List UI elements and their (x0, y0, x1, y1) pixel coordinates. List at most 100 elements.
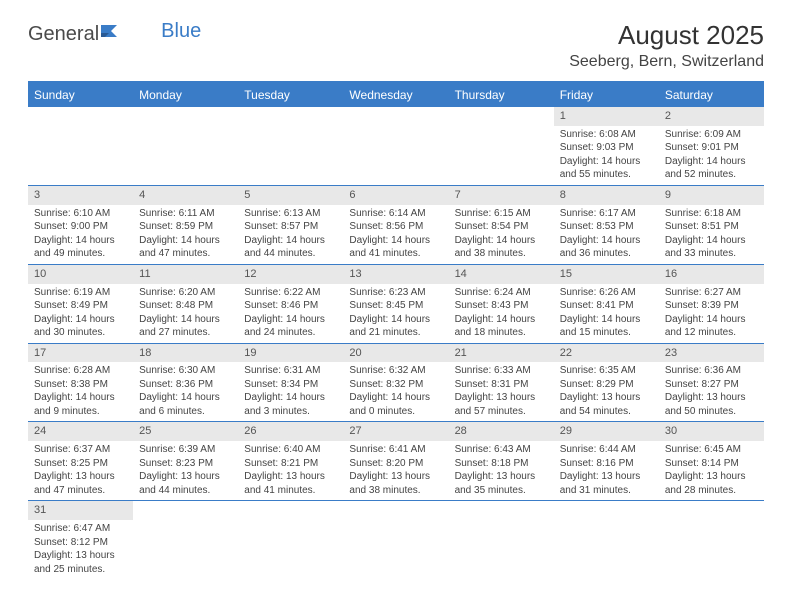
week-row: 31Sunrise: 6:47 AMSunset: 8:12 PMDayligh… (28, 501, 764, 579)
day-details: Sunrise: 6:44 AMSunset: 8:16 PMDaylight:… (554, 443, 659, 497)
day-cell: 19Sunrise: 6:31 AMSunset: 8:34 PMDayligh… (238, 344, 343, 422)
day-details: Sunrise: 6:32 AMSunset: 8:32 PMDaylight:… (343, 364, 448, 418)
weekday-header-row: SundayMondayTuesdayWednesdayThursdayFrid… (28, 83, 764, 107)
day-cell: 10Sunrise: 6:19 AMSunset: 8:49 PMDayligh… (28, 265, 133, 343)
logo-text-2: Blue (161, 20, 201, 43)
daylight-line: and 24 minutes. (244, 326, 337, 340)
day-details: Sunrise: 6:43 AMSunset: 8:18 PMDaylight:… (449, 443, 554, 497)
sunset-line: Sunset: 8:39 PM (665, 299, 758, 313)
sunrise-line: Sunrise: 6:14 AM (349, 207, 442, 221)
day-cell: 27Sunrise: 6:41 AMSunset: 8:20 PMDayligh… (343, 422, 448, 500)
day-number: 25 (133, 422, 238, 441)
day-cell: 26Sunrise: 6:40 AMSunset: 8:21 PMDayligh… (238, 422, 343, 500)
daylight-line: and 3 minutes. (244, 405, 337, 419)
day-details: Sunrise: 6:33 AMSunset: 8:31 PMDaylight:… (449, 364, 554, 418)
daylight-line: and 44 minutes. (244, 247, 337, 261)
day-number: 12 (238, 265, 343, 284)
daylight-line: Daylight: 14 hours (244, 313, 337, 327)
daylight-line: Daylight: 14 hours (665, 313, 758, 327)
sunrise-line: Sunrise: 6:28 AM (34, 364, 127, 378)
day-details: Sunrise: 6:31 AMSunset: 8:34 PMDaylight:… (238, 364, 343, 418)
month-title: August 2025 (569, 20, 764, 51)
day-number: 24 (28, 422, 133, 441)
day-number: 27 (343, 422, 448, 441)
day-cell (343, 107, 448, 185)
daylight-line: and 15 minutes. (560, 326, 653, 340)
day-details: Sunrise: 6:08 AMSunset: 9:03 PMDaylight:… (554, 128, 659, 182)
daylight-line: and 49 minutes. (34, 247, 127, 261)
day-details: Sunrise: 6:37 AMSunset: 8:25 PMDaylight:… (28, 443, 133, 497)
day-cell: 9Sunrise: 6:18 AMSunset: 8:51 PMDaylight… (659, 186, 764, 264)
sunrise-line: Sunrise: 6:18 AM (665, 207, 758, 221)
sunset-line: Sunset: 8:12 PM (34, 536, 127, 550)
day-number: 18 (133, 344, 238, 363)
day-cell (133, 501, 238, 579)
daylight-line: Daylight: 14 hours (560, 313, 653, 327)
day-details: Sunrise: 6:39 AMSunset: 8:23 PMDaylight:… (133, 443, 238, 497)
logo-text-1: General (28, 23, 99, 46)
daylight-line: and 33 minutes. (665, 247, 758, 261)
daylight-line: Daylight: 14 hours (560, 234, 653, 248)
day-number: 7 (449, 186, 554, 205)
day-cell: 16Sunrise: 6:27 AMSunset: 8:39 PMDayligh… (659, 265, 764, 343)
sunset-line: Sunset: 8:21 PM (244, 457, 337, 471)
day-cell: 1Sunrise: 6:08 AMSunset: 9:03 PMDaylight… (554, 107, 659, 185)
sunrise-line: Sunrise: 6:24 AM (455, 286, 548, 300)
daylight-line: and 28 minutes. (665, 484, 758, 498)
sunset-line: Sunset: 9:03 PM (560, 141, 653, 155)
daylight-line: Daylight: 13 hours (349, 470, 442, 484)
weekday-header: Thursday (449, 83, 554, 107)
day-cell: 30Sunrise: 6:45 AMSunset: 8:14 PMDayligh… (659, 422, 764, 500)
week-row: 1Sunrise: 6:08 AMSunset: 9:03 PMDaylight… (28, 107, 764, 186)
day-cell: 3Sunrise: 6:10 AMSunset: 9:00 PMDaylight… (28, 186, 133, 264)
daylight-line: Daylight: 14 hours (665, 155, 758, 169)
day-details: Sunrise: 6:23 AMSunset: 8:45 PMDaylight:… (343, 286, 448, 340)
sunrise-line: Sunrise: 6:30 AM (139, 364, 232, 378)
sunrise-line: Sunrise: 6:10 AM (34, 207, 127, 221)
day-number: 14 (449, 265, 554, 284)
daylight-line: Daylight: 14 hours (349, 391, 442, 405)
sunrise-line: Sunrise: 6:45 AM (665, 443, 758, 457)
day-number: 13 (343, 265, 448, 284)
daylight-line: Daylight: 14 hours (244, 391, 337, 405)
day-details: Sunrise: 6:20 AMSunset: 8:48 PMDaylight:… (133, 286, 238, 340)
weekday-header: Saturday (659, 83, 764, 107)
day-cell: 28Sunrise: 6:43 AMSunset: 8:18 PMDayligh… (449, 422, 554, 500)
sunset-line: Sunset: 8:20 PM (349, 457, 442, 471)
sunset-line: Sunset: 8:38 PM (34, 378, 127, 392)
day-number: 3 (28, 186, 133, 205)
day-details: Sunrise: 6:15 AMSunset: 8:54 PMDaylight:… (449, 207, 554, 261)
day-number: 16 (659, 265, 764, 284)
daylight-line: and 12 minutes. (665, 326, 758, 340)
daylight-line: and 25 minutes. (34, 563, 127, 577)
day-number: 21 (449, 344, 554, 363)
sunrise-line: Sunrise: 6:40 AM (244, 443, 337, 457)
week-row: 17Sunrise: 6:28 AMSunset: 8:38 PMDayligh… (28, 344, 764, 423)
day-number: 2 (659, 107, 764, 126)
daylight-line: and 55 minutes. (560, 168, 653, 182)
day-cell: 21Sunrise: 6:33 AMSunset: 8:31 PMDayligh… (449, 344, 554, 422)
day-cell: 4Sunrise: 6:11 AMSunset: 8:59 PMDaylight… (133, 186, 238, 264)
day-details: Sunrise: 6:09 AMSunset: 9:01 PMDaylight:… (659, 128, 764, 182)
day-details: Sunrise: 6:36 AMSunset: 8:27 PMDaylight:… (659, 364, 764, 418)
day-number: 31 (28, 501, 133, 520)
day-number: 20 (343, 344, 448, 363)
day-cell (238, 501, 343, 579)
day-cell (133, 107, 238, 185)
sunrise-line: Sunrise: 6:37 AM (34, 443, 127, 457)
daylight-line: and 52 minutes. (665, 168, 758, 182)
daylight-line: and 47 minutes. (139, 247, 232, 261)
logo-flag-icon (101, 20, 123, 43)
sunset-line: Sunset: 8:23 PM (139, 457, 232, 471)
sunset-line: Sunset: 8:45 PM (349, 299, 442, 313)
day-cell: 22Sunrise: 6:35 AMSunset: 8:29 PMDayligh… (554, 344, 659, 422)
sunset-line: Sunset: 8:36 PM (139, 378, 232, 392)
day-cell: 29Sunrise: 6:44 AMSunset: 8:16 PMDayligh… (554, 422, 659, 500)
sunrise-line: Sunrise: 6:22 AM (244, 286, 337, 300)
daylight-line: and 0 minutes. (349, 405, 442, 419)
sunset-line: Sunset: 8:16 PM (560, 457, 653, 471)
sunrise-line: Sunrise: 6:26 AM (560, 286, 653, 300)
day-number: 26 (238, 422, 343, 441)
weekday-header: Tuesday (238, 83, 343, 107)
daylight-line: and 9 minutes. (34, 405, 127, 419)
